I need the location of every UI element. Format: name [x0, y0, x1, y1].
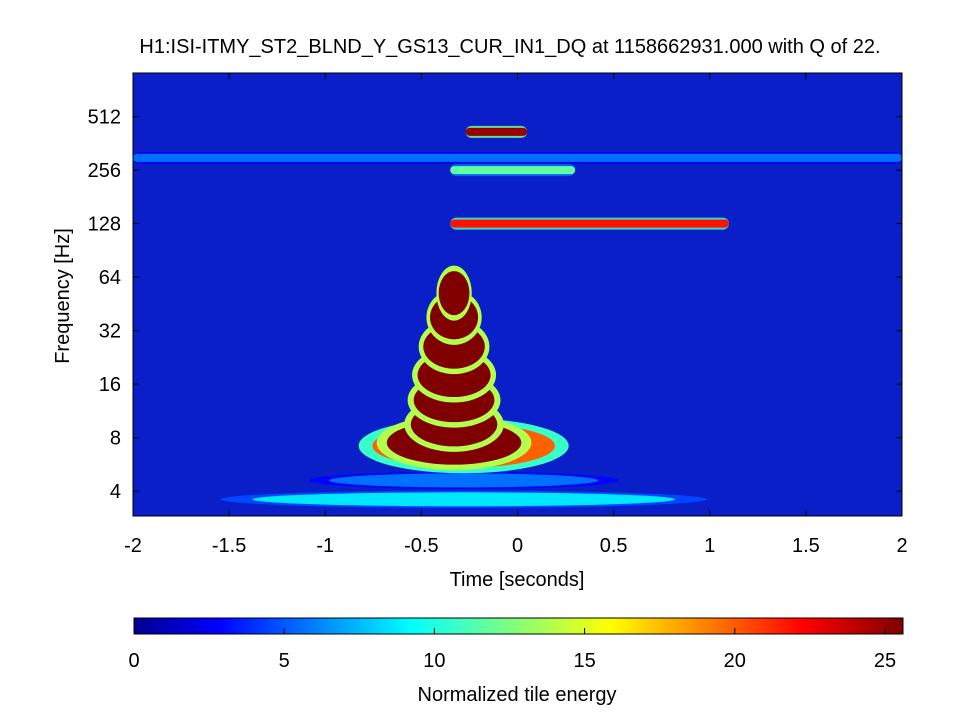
y-tick-label: 512	[88, 107, 121, 129]
glitch-core	[252, 492, 676, 507]
x-tick-label: 2	[896, 535, 907, 557]
glitch-core	[438, 271, 470, 316]
x-tick-label: -1.5	[212, 535, 246, 557]
x-tick-label: -0.5	[404, 535, 438, 557]
x-tick-label: 1.5	[792, 535, 820, 557]
y-axis: 4 8 16 32 64 128 256 512	[88, 107, 902, 503]
colorbar-tick-label: 5	[279, 650, 290, 672]
y-tick-label: 128	[88, 214, 121, 236]
colorbar-tick-label: 15	[573, 650, 595, 672]
y-tick-label: 4	[110, 481, 121, 503]
y-tick-label: 256	[88, 160, 121, 182]
colorbar-label: Normalized tile energy	[418, 684, 617, 706]
colorbar-axis: 0 5 10 15 20 25	[128, 628, 896, 672]
spectral-line	[450, 219, 729, 228]
colorbar-tick-label: 0	[128, 650, 139, 672]
heatmap-layer	[133, 125, 902, 509]
y-tick-label: 32	[99, 321, 121, 343]
colorbar-tick-label: 10	[423, 650, 445, 672]
x-tick-label: -2	[124, 535, 142, 557]
colorbar-tick-label: 20	[724, 650, 746, 672]
spectral-line	[465, 127, 528, 136]
x-tick-label: -1	[316, 535, 334, 557]
colorbar	[133, 617, 904, 635]
y-tick-label: 8	[110, 428, 121, 450]
chart-title: H1:ISI-ITMY_ST2_BLND_Y_GS13_CUR_IN1_DQ a…	[139, 36, 880, 58]
spectral-line	[450, 166, 576, 175]
x-tick-label: 0.5	[600, 535, 628, 557]
spectral-line	[133, 153, 902, 162]
x-tick-label: 1	[704, 535, 715, 557]
glitch-core	[329, 473, 599, 488]
y-tick-label: 64	[99, 267, 121, 289]
y-axis-label: Frequency [Hz]	[52, 228, 74, 364]
x-axis-label: Time [seconds]	[450, 569, 585, 591]
x-axis: -2 -1.5 -1 -0.5 0 0.5 1 1.5 2	[124, 73, 908, 557]
x-tick-label: 0	[512, 535, 523, 557]
colorbar-tick-label: 25	[874, 650, 896, 672]
y-tick-label: 16	[99, 374, 121, 396]
